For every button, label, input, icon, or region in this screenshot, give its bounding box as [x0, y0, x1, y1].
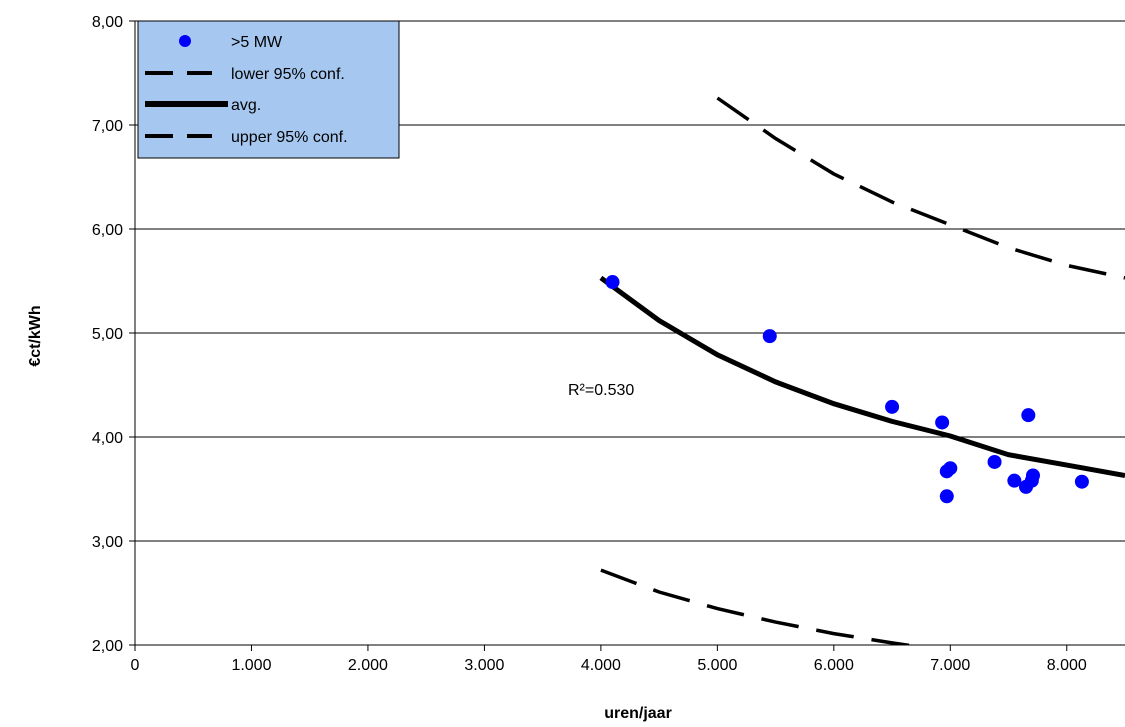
- legend-label-points: >5 MW: [231, 34, 283, 51]
- series-line-1: [600, 568, 920, 645]
- y-tick-label-4: 6,00: [92, 222, 123, 239]
- legend-marker-points: [179, 35, 191, 47]
- legend-label-upper: upper 95% conf.: [231, 129, 348, 146]
- data-point-2: [885, 399, 900, 414]
- data-point-13: [1074, 474, 1089, 489]
- x-tick-label-1: 1.000: [231, 657, 271, 674]
- y-tick-label-2: 4,00: [92, 430, 123, 447]
- x-tick-label-8: 8.000: [1047, 657, 1087, 674]
- y-tick-label-1: 3,00: [92, 534, 123, 551]
- data-point-0: [605, 275, 620, 290]
- y-tick-label-0: 2,00: [92, 638, 123, 655]
- axes: [129, 20, 1125, 651]
- legend: >5 MW lower 95% conf. avg. upper 95% con…: [137, 20, 400, 159]
- data-point-7: [987, 454, 1002, 469]
- legend-label-lower: lower 95% conf.: [231, 66, 345, 83]
- data-point-1: [762, 329, 777, 344]
- data-point-3: [935, 415, 950, 430]
- x-tick-label-6: 6.000: [814, 657, 854, 674]
- x-tick-label-5: 5.000: [697, 657, 737, 674]
- data-point-10: [1021, 408, 1036, 423]
- tick-labels: 0 1.000 2.000 3.000 4.000 5.000 6.000 7.000 8.00…: [92, 14, 1087, 674]
- x-tick-label-2: 2.000: [348, 657, 388, 674]
- r-squared-annotation: R²=0.530: [568, 382, 634, 399]
- data-point-8: [1007, 473, 1022, 488]
- data-point-6: [939, 489, 954, 504]
- y-tick-label-6: 8,00: [92, 14, 123, 31]
- x-tick-label-7: 7.000: [930, 657, 970, 674]
- x-axis-title: uren/jaar: [604, 705, 672, 722]
- data-point-5: [943, 461, 958, 476]
- x-tick-label-0: 0: [131, 657, 140, 674]
- y-axis-title: €ct/kWh: [27, 305, 44, 366]
- x-tick-label-4: 4.000: [581, 657, 621, 674]
- series-points: [605, 275, 1089, 504]
- y-tick-label-5: 7,00: [92, 118, 123, 135]
- series-lines: [599, 96, 1125, 645]
- legend-label-avg: avg.: [231, 97, 261, 114]
- x-tick-label-3: 3.000: [464, 657, 504, 674]
- series-line-3: [716, 96, 1125, 280]
- data-point-12: [1025, 468, 1040, 483]
- y-tick-label-3: 5,00: [92, 326, 123, 343]
- series-line-2: [599, 275, 1125, 478]
